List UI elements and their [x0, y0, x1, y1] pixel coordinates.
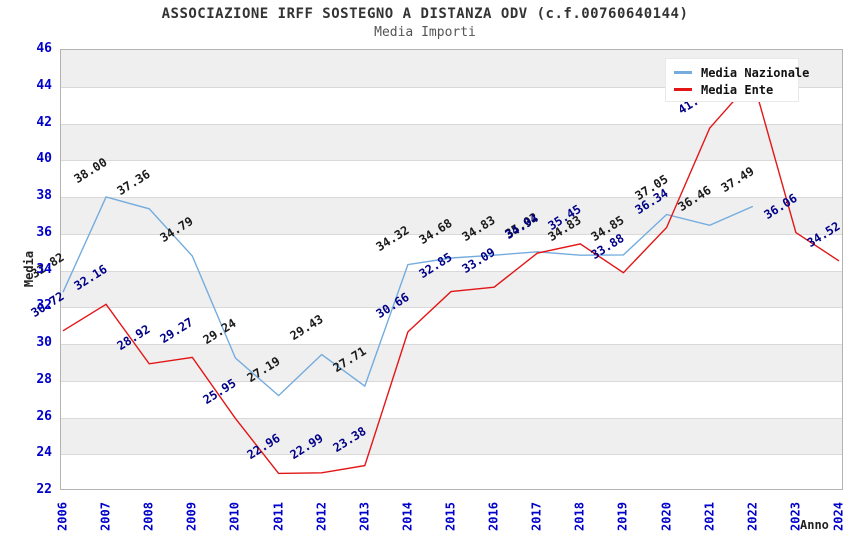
gridline — [61, 344, 842, 345]
series-line-media-ente — [62, 77, 840, 475]
y-tick-label: 32 — [36, 298, 52, 314]
x-tick-label: 2017 — [529, 502, 544, 531]
plot-area — [60, 49, 843, 490]
x-tick-label: 2008 — [141, 502, 156, 531]
gridline — [61, 123, 842, 125]
y-tick-label: 24 — [36, 445, 52, 461]
gridline — [61, 307, 842, 309]
x-tick-label: 2013 — [357, 502, 372, 531]
x-tick-label: 2006 — [55, 502, 70, 531]
legend-item-media-ente: Media Ente — [674, 81, 798, 98]
x-tick-label: 2007 — [98, 502, 113, 531]
gridline — [61, 160, 842, 162]
x-tick-label: 2011 — [271, 502, 286, 531]
x-tick-label: 2016 — [486, 502, 501, 531]
gridline — [61, 233, 842, 235]
x-tick-label: 2023 — [788, 502, 803, 531]
legend-item-media-nazionale: Media Nazionale — [674, 64, 809, 81]
y-tick-label: 26 — [36, 408, 52, 424]
y-tick-label: 44 — [36, 77, 52, 93]
x-tick-label: 2022 — [745, 502, 760, 531]
gridline — [61, 270, 842, 272]
y-tick-label: 28 — [36, 371, 52, 387]
legend: Media Nazionale Media Ente — [665, 58, 809, 102]
x-tick-label: 2012 — [314, 502, 329, 531]
x-tick-label: 2015 — [443, 502, 458, 531]
gridline — [61, 197, 842, 198]
y-tick-label: 36 — [36, 224, 52, 240]
y-tick-label: 30 — [36, 335, 52, 350]
gridline — [61, 454, 842, 456]
y-tick-label: 40 — [36, 151, 52, 167]
background-stripe — [61, 123, 842, 161]
gridline — [61, 417, 842, 419]
background-stripe — [61, 417, 842, 455]
chart-subtitle: Media Importi — [374, 25, 476, 40]
legend-swatch-nazionale-icon — [674, 71, 692, 74]
background-stripe — [61, 197, 842, 234]
gridline — [61, 86, 842, 88]
x-tick-label: 2014 — [400, 502, 415, 531]
x-axis-title: Anno — [800, 518, 829, 532]
series-lines — [62, 77, 840, 475]
y-tick-label: 38 — [36, 188, 52, 203]
chart-title: ASSOCIAZIONE IRFF SOSTEGNO A DISTANZA OD… — [161, 6, 689, 22]
legend-label: Media Nazionale — [701, 65, 810, 80]
x-tick-label: 2009 — [184, 502, 199, 531]
gridline — [61, 380, 842, 382]
background-stripe — [61, 270, 842, 308]
legend-label: Media Ente — [701, 82, 774, 97]
x-tick-label: 2020 — [659, 502, 674, 531]
series-line-media-nazionale — [62, 196, 754, 397]
x-tick-label: 2019 — [615, 502, 630, 531]
y-tick-label: 42 — [36, 114, 52, 130]
x-tick-label: 2024 — [831, 502, 846, 531]
background-stripe — [61, 344, 842, 381]
x-tick-label: 2010 — [227, 502, 242, 531]
x-tick-label: 2018 — [572, 502, 587, 531]
legend-swatch-ente-icon — [674, 88, 692, 91]
y-tick-label: 34 — [36, 261, 52, 277]
y-tick-label: 22 — [36, 482, 52, 497]
x-tick-label: 2021 — [702, 502, 717, 531]
y-tick-label: 46 — [36, 41, 52, 56]
